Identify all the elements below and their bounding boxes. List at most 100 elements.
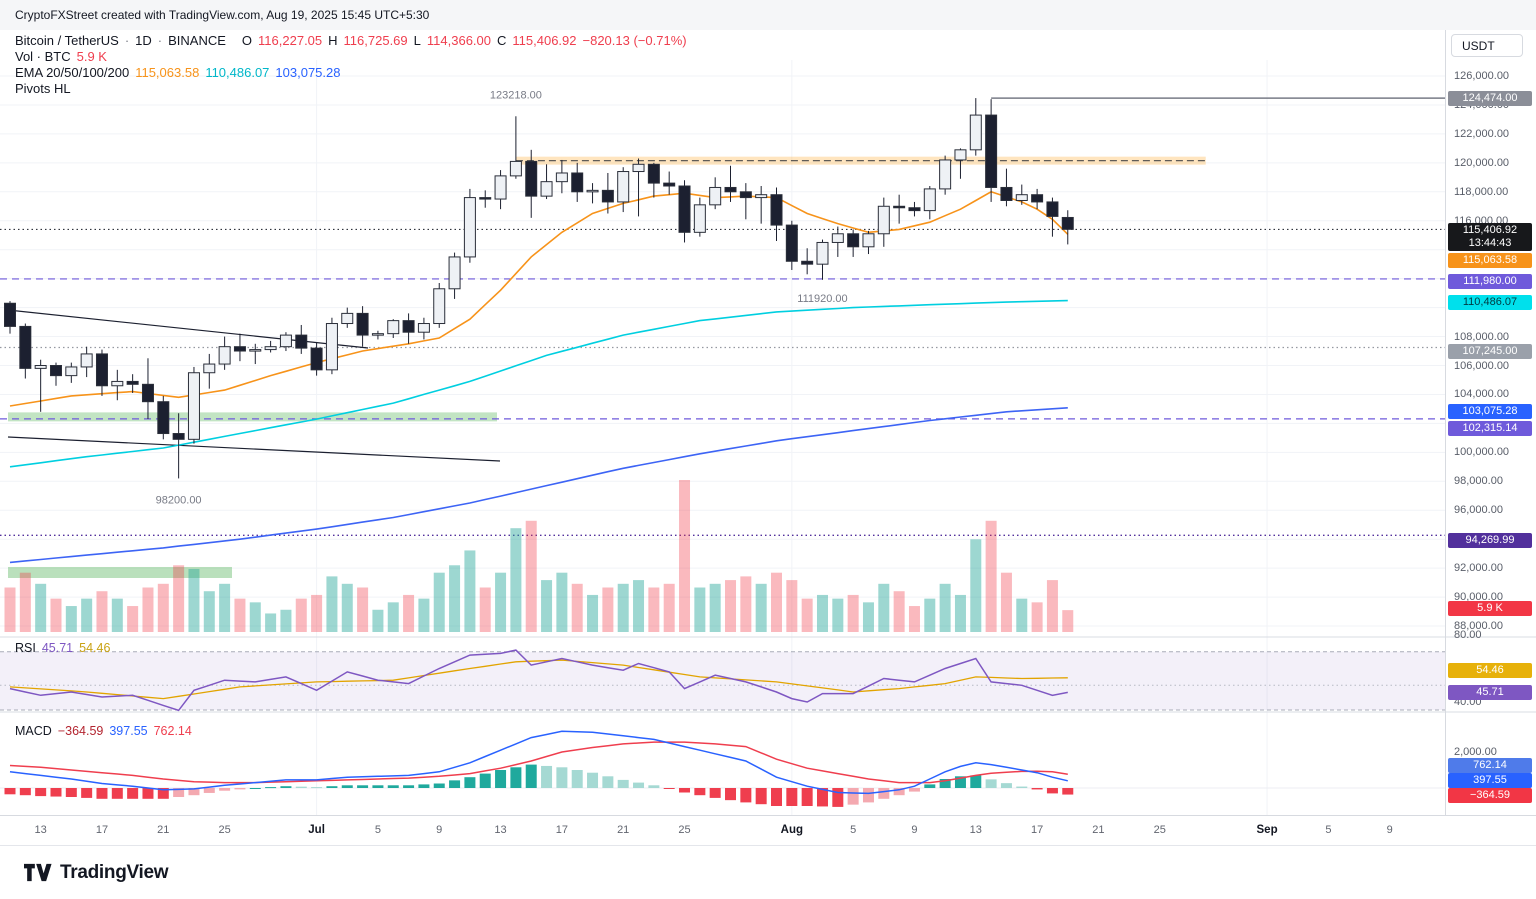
volume-label: Vol · BTC <box>15 49 71 64</box>
rsi-value: 45.71 <box>41 641 74 655</box>
time-tick: 25 <box>218 824 231 836</box>
time-tick: 21 <box>157 824 170 836</box>
price-badge: 762.14 <box>1448 757 1532 773</box>
price-badge: 107,245.00 <box>1448 343 1532 359</box>
time-tick: 9 <box>911 824 918 836</box>
candles-layer <box>4 98 1074 479</box>
tradingview-logo-text[interactable]: TradingView <box>60 861 169 883</box>
trendline <box>7 436 501 462</box>
time-tick: 13 <box>494 824 507 836</box>
macd-hist-value: −364.59 <box>57 724 104 738</box>
price-badge: 94,269.99 <box>1448 532 1532 548</box>
time-tick: 17 <box>95 824 109 836</box>
price-tick: 122,000.00 <box>1454 127 1510 140</box>
time-tick: 5 <box>374 824 381 836</box>
ema100-value: 103,075.28 <box>275 65 341 80</box>
current-price-badge: 115,406.92 13:44:43 <box>1448 223 1532 251</box>
time-tick: 9 <box>1386 824 1393 836</box>
high-label: H <box>328 33 338 48</box>
price-badge: 115,063.58 <box>1448 252 1532 268</box>
time-axis[interactable]: 13 17 21 25 Jul 5 9 13 17 21 25 Aug 5 9 13 17 21 25 Sep 5 9 <box>0 815 1536 845</box>
ema20-value: 115,063.58 <box>135 65 200 80</box>
time-tick: 25 <box>678 824 691 836</box>
time-tick: 5 <box>850 824 857 836</box>
macd-label: MACD <box>15 724 52 738</box>
rsi-band <box>0 651 1445 710</box>
price-tick: 100,000.00 <box>1454 446 1510 459</box>
volume-legend: Vol · BTC 5.9 K <box>15 49 107 64</box>
time-tick: 13 <box>34 824 47 836</box>
ema100-line <box>9 407 1068 564</box>
pivot-annotation: 111920.00 <box>797 293 847 305</box>
volume-value: 5.9 K <box>76 49 107 64</box>
price-badge: 102,315.14 <box>1448 420 1532 436</box>
rsi-line <box>9 649 1068 712</box>
price-tick: 126,000.00 <box>1454 70 1510 82</box>
macd-signal-line <box>9 741 1068 784</box>
time-tick: 5 <box>1325 824 1332 836</box>
volume-layer <box>4 480 1074 632</box>
pivots-legend: Pivots HL <box>15 81 71 96</box>
rsi-legend: RSI 45.71 54.46 <box>15 641 110 655</box>
price-tick: 90,000.00 <box>1454 591 1503 604</box>
price-badge: 45.71 <box>1448 684 1532 700</box>
macd-signal-value: 762.14 <box>153 724 192 738</box>
time-tick: 9 <box>436 824 443 836</box>
pivots-label: Pivots HL <box>15 81 71 96</box>
macd-legend: MACD −364.59 397.55 762.14 <box>15 724 192 738</box>
change-value: −820.13 (−0.71%) <box>582 33 687 48</box>
pivot-annotation: 123218.00 <box>490 89 542 101</box>
price-badge: 397.55 <box>1448 772 1532 788</box>
price-tick: 108,000.00 <box>1454 330 1510 343</box>
pivot-zone <box>8 566 232 578</box>
price-badge: 124,474.00 <box>1448 90 1532 106</box>
close-label: C <box>497 33 507 48</box>
rsi-label: RSI <box>15 641 36 655</box>
price-badge: −364.59 <box>1448 787 1532 803</box>
close-value: 115,406.92 <box>512 33 577 48</box>
ema50-value: 110,486.07 <box>205 65 270 80</box>
tradingview-logo-icon[interactable] <box>24 863 52 882</box>
time-tick: Jul <box>308 824 325 836</box>
trendline <box>7 309 369 349</box>
exchange-label: BINANCE <box>168 33 226 48</box>
macd-line <box>9 730 1068 795</box>
ema50-line <box>9 299 1068 468</box>
price-badge: 103,075.28 <box>1448 403 1532 419</box>
watermark-bar: TradingView <box>0 845 1536 899</box>
price-tick: 92,000.00 <box>1454 562 1503 575</box>
currency-unit-button[interactable]: USDT <box>1451 34 1523 57</box>
attribution-bar: CryptoFXStreet created with TradingView.… <box>0 0 1536 30</box>
indicator-tick: 80.00 <box>1454 629 1482 641</box>
time-tick: Sep <box>1256 824 1278 836</box>
symbol-name: Bitcoin / TetherUS <box>15 33 119 48</box>
price-badge: 111,980.00 <box>1448 273 1532 289</box>
price-axis[interactable]: 126,000.00124,000.00122,000.00120,000.00… <box>1445 30 1536 815</box>
indicator-tick: 2,000.00 <box>1454 746 1497 758</box>
rsi-ma-line <box>9 659 1068 700</box>
macd-line-value: 397.55 <box>109 724 148 738</box>
price-tick: 106,000.00 <box>1454 359 1510 372</box>
ema-label: EMA 20/50/100/200 <box>15 65 130 80</box>
interval-label: 1D <box>135 33 152 48</box>
price-tick: 118,000.00 <box>1454 185 1509 198</box>
time-tick: 17 <box>1030 824 1044 836</box>
pivot-annotation: 98200.00 <box>156 494 202 506</box>
macd-histogram <box>4 764 1074 807</box>
high-value: 116,725.69 <box>343 33 408 48</box>
open-label: O <box>241 33 253 48</box>
symbol-legend: Bitcoin / TetherUS · 1D · BINANCE O 116,… <box>15 33 687 48</box>
price-badge: 110,486.07 <box>1448 294 1532 310</box>
ema-legend: EMA 20/50/100/200 115,063.58 110,486.07 … <box>15 65 341 80</box>
chart-canvas[interactable]: 123218.00 111920.00 98200.00 <box>0 30 1536 815</box>
chart-area[interactable]: 123218.00 111920.00 98200.00 Bitcoin / Tet… <box>0 30 1536 845</box>
time-tick: 13 <box>969 824 982 836</box>
pivot-zone <box>8 412 497 422</box>
time-tick: 17 <box>555 824 568 836</box>
low-value: 114,366.00 <box>426 33 491 48</box>
price-badge: 5.9 K <box>1448 600 1532 616</box>
time-tick: 21 <box>1092 824 1105 836</box>
price-tick: 96,000.00 <box>1454 504 1503 517</box>
price-tick: 104,000.00 <box>1454 388 1510 401</box>
time-tick: 25 <box>1153 824 1166 836</box>
